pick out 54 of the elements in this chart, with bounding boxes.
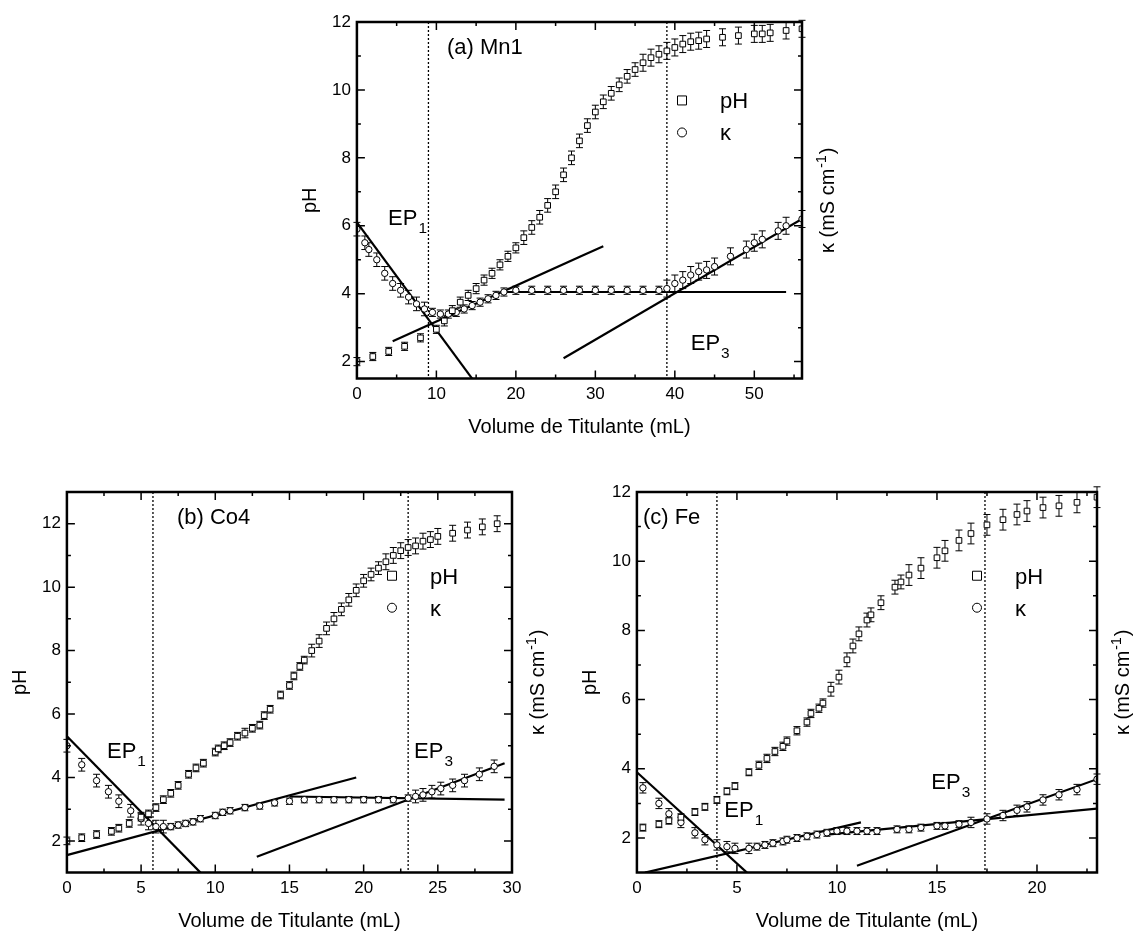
y-tick-label: 4 [621,758,631,778]
x-tick-label: 50 [744,384,764,404]
x-tick-label: 20 [354,878,374,898]
x-tick-label: 30 [585,384,605,404]
y-tick-label: 2 [621,827,631,847]
y-tick-label: 10 [41,576,61,596]
x-axis-title: Volume de Titulante (mL) [178,908,401,931]
legend-label: κ [1015,595,1027,621]
y-tick-label: 12 [41,513,61,533]
text: (c) Fe [642,504,701,529]
y-tick-label: 6 [341,215,351,235]
text: (b) Co4 [176,504,251,529]
y-tick-label: 8 [51,640,61,660]
x-axis-title: Volume de Titulante (mL) [755,908,979,931]
x-tick-label: 20 [1027,878,1047,898]
y-tick-label: 8 [341,147,351,167]
legend-label: pH [1015,563,1044,589]
x-tick-label: 20 [506,384,526,404]
x-tick-label: 15 [279,878,299,898]
x-tick-label: 10 [426,384,446,404]
x-tick-label: 30 [502,878,522,898]
x-tick-label: 10 [205,878,225,898]
y-tick-label: 4 [341,283,351,303]
y-axis-title: pH [297,187,320,214]
y-axis-title: pH [577,669,600,696]
y-tick-label: 8 [621,620,631,640]
y-tick-label: 6 [621,689,631,709]
legend-label: κ [720,120,732,146]
x-tick-label: 15 [927,878,947,898]
y-tick-label: 10 [331,79,351,99]
x-tick-label: 5 [136,878,146,898]
y2-axis-title: κ (mS cm-1) [1108,629,1133,736]
y2-axis-title: κ (mS cm-1) [523,629,548,736]
y-tick-label: 12 [331,11,351,31]
x-tick-label: 0 [352,384,362,404]
legend-label: pH [720,88,749,114]
x-tick-label: 0 [62,878,72,898]
text: (a) Mn1 [446,34,523,59]
x-tick-label: 0 [632,878,642,898]
x-tick-label: 40 [665,384,685,404]
legend-label: κ [430,595,442,621]
y2-axis-title: κ (mS cm-1) [813,147,838,254]
y-tick-label: 12 [611,481,631,501]
y-axis-title: pH [7,669,30,696]
y-tick-label: 4 [51,767,61,787]
y-tick-label: 6 [51,703,61,723]
x-tick-label: 10 [827,878,847,898]
x-tick-label: 25 [428,878,448,898]
y-tick-label: 2 [341,351,351,371]
y-tick-label: 2 [51,830,61,850]
legend-label: pH [430,563,459,589]
x-tick-label: 5 [732,878,742,898]
x-axis-title: Volume de Titulante (mL) [468,414,691,437]
y-tick-label: 10 [611,550,631,570]
